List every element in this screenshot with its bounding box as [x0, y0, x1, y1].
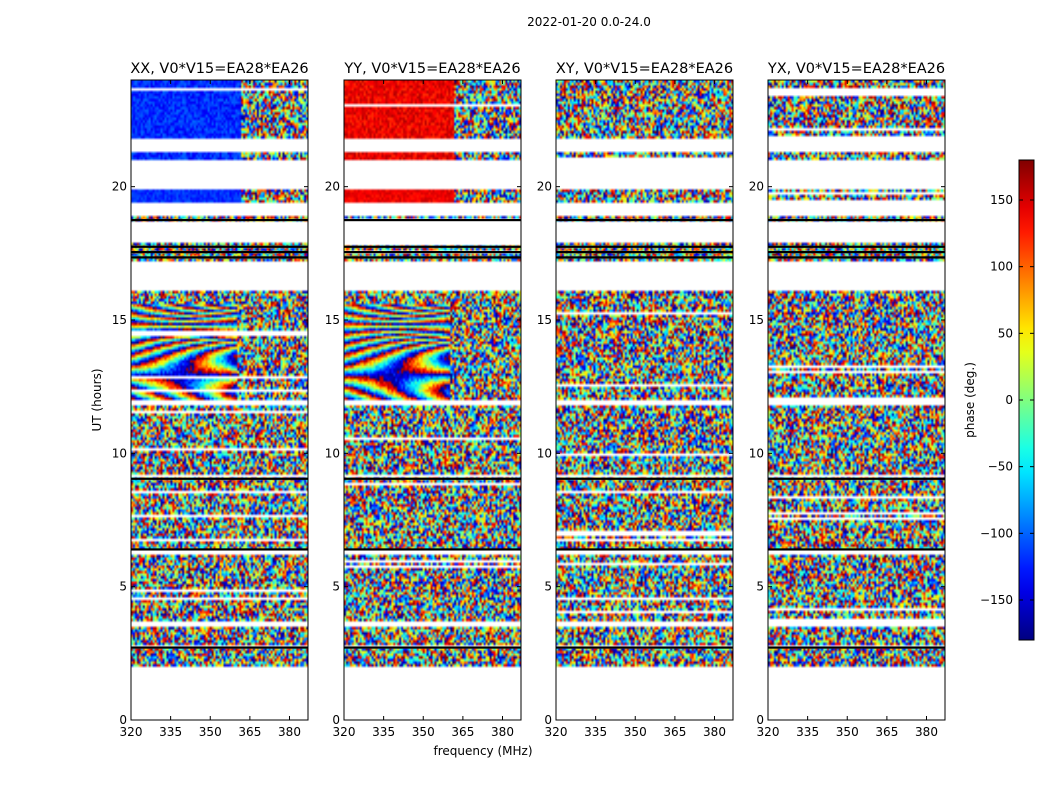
colorbar: −150 −100 −50 0 50 100 150: [980, 159, 1035, 641]
y-tick-label: 20: [112, 180, 127, 194]
flag-line: [556, 219, 733, 222]
flag-line: [768, 256, 945, 259]
flag-line: [131, 477, 308, 480]
panel-frame: [555, 79, 734, 721]
flag-line: [556, 245, 733, 248]
flag-line: [556, 477, 733, 480]
panel-yy: YY, V0*V15=EA28*EA26 320 335 350 365 380 0 5 10 1…: [325, 61, 522, 739]
y-tick-label: 10: [537, 446, 552, 460]
x-tick-label: 380: [491, 725, 514, 739]
colorbar-tick-label: −150: [980, 593, 1013, 607]
y-tick-label: 0: [544, 713, 552, 727]
figure-suptitle: 2022-01-20 0.0-24.0: [527, 15, 651, 29]
x-tick-label: 350: [836, 725, 859, 739]
flag-line: [131, 646, 308, 649]
flag-line: [131, 245, 308, 248]
y-axis-label: UT (hours): [90, 368, 104, 431]
x-tick-label: 335: [796, 725, 819, 739]
y-tick-label: 0: [332, 713, 340, 727]
x-tick-label: 320: [120, 725, 143, 739]
panel-frame: [767, 79, 946, 721]
flag-line: [344, 477, 521, 480]
x-tick-label: 380: [278, 725, 301, 739]
y-tick-label: 20: [749, 180, 764, 194]
y-tick-label: 15: [112, 313, 127, 327]
x-tick-label: 365: [663, 725, 686, 739]
panel-yx: YX, V0*V15=EA28*EA26 320 335 350 365 380 0 5 10 1…: [749, 61, 946, 739]
colorbar-tick-label: −50: [988, 460, 1013, 474]
x-tick-label: 350: [199, 725, 222, 739]
x-tick-label: 350: [412, 725, 435, 739]
flag-line: [344, 219, 521, 222]
heatmap-yy: [344, 80, 521, 720]
flag-line: [131, 548, 308, 551]
panels: XX, V0*V15=EA28*EA26 320 335 350 365 380 0 5 10 1…: [112, 61, 946, 739]
flag-line: [344, 548, 521, 551]
colorbar-tick-label: 0: [1005, 393, 1013, 407]
y-tick-label: 0: [756, 713, 764, 727]
flag-line: [344, 646, 521, 649]
panel-title-yy: YY, V0*V15=EA28*EA26: [343, 61, 520, 77]
x-axis-label: frequency (MHz): [433, 744, 532, 758]
flag-line: [768, 548, 945, 551]
x-tick-label: 365: [238, 725, 261, 739]
flag-line: [556, 256, 733, 259]
flag-line: [556, 548, 733, 551]
x-tick-label: 320: [757, 725, 780, 739]
heatmap-xy: [556, 80, 733, 720]
x-tick-label: 365: [451, 725, 474, 739]
panel-title-yx: YX, V0*V15=EA28*EA26: [767, 61, 945, 77]
flag-line: [556, 646, 733, 649]
y-tick-label: 5: [332, 580, 340, 594]
x-tick-label: 320: [333, 725, 356, 739]
flag-line: [768, 245, 945, 248]
flag-line: [556, 251, 733, 254]
panel-frame: [130, 79, 309, 721]
panel-title-xy: XY, V0*V15=EA28*EA26: [556, 61, 733, 77]
flag-line: [344, 251, 521, 254]
x-tick-label: 320: [545, 725, 568, 739]
panel-xy: XY, V0*V15=EA28*EA26 320 335 350 365 380 0 5 10 1…: [537, 61, 734, 739]
x-tick-label: 335: [159, 725, 182, 739]
flag-line: [768, 219, 945, 222]
flag-line: [768, 251, 945, 254]
flag-line: [768, 477, 945, 480]
colorbar-tick-label: 100: [990, 260, 1013, 274]
panel-xx: XX, V0*V15=EA28*EA26 320 335 350 365 380 0 5 10 1…: [112, 61, 309, 739]
y-tick-label: 5: [544, 580, 552, 594]
colorbar-tick-label: 50: [998, 326, 1013, 340]
colorbar-label: phase (deg.): [963, 362, 977, 438]
flag-line: [131, 219, 308, 222]
panel-title-xx: XX, V0*V15=EA28*EA26: [130, 61, 308, 77]
heatmap-xx: [131, 80, 308, 720]
x-tick-label: 380: [703, 725, 726, 739]
y-tick-label: 20: [537, 180, 552, 194]
colorbar-tick-label: −100: [980, 526, 1013, 540]
y-tick-label: 15: [325, 313, 340, 327]
flag-line: [344, 256, 521, 259]
flag-line: [344, 245, 521, 248]
x-tick-label: 335: [372, 725, 395, 739]
x-tick-label: 380: [915, 725, 938, 739]
x-tick-label: 335: [584, 725, 607, 739]
y-tick-label: 20: [325, 180, 340, 194]
y-tick-label: 10: [749, 446, 764, 460]
y-tick-label: 5: [119, 580, 127, 594]
heatmap-yx: [768, 80, 945, 720]
panel-frame: [343, 79, 522, 721]
y-tick-label: 10: [325, 446, 340, 460]
x-tick-label: 350: [624, 725, 647, 739]
colorbar-tick-label: 150: [990, 193, 1013, 207]
y-tick-label: 5: [756, 580, 764, 594]
y-tick-label: 10: [112, 446, 127, 460]
flag-line: [768, 646, 945, 649]
y-tick-label: 15: [749, 313, 764, 327]
flag-line: [131, 251, 308, 254]
x-tick-label: 365: [875, 725, 898, 739]
flag-line: [131, 256, 308, 259]
y-tick-label: 15: [537, 313, 552, 327]
y-tick-label: 0: [119, 713, 127, 727]
